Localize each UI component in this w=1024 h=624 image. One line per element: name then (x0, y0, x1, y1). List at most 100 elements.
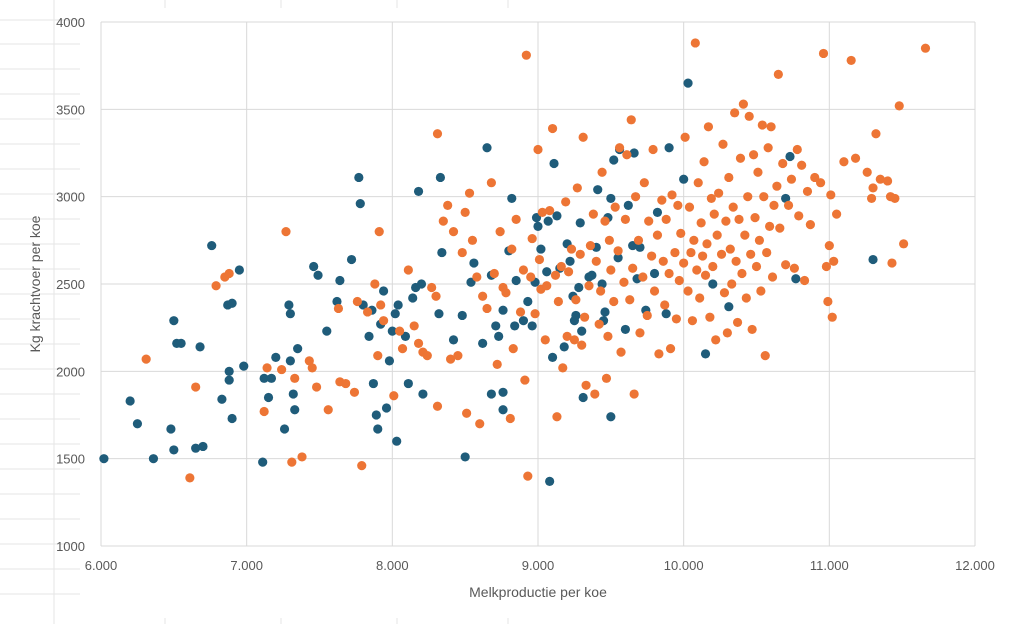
data-point (633, 235, 644, 245)
data-point (585, 240, 596, 251)
data-point (613, 246, 623, 256)
data-point (511, 275, 521, 286)
data-point (520, 375, 530, 385)
data-point (207, 240, 217, 251)
data-point (699, 157, 709, 167)
data-point (384, 356, 395, 366)
data-point (649, 286, 660, 296)
data-point (751, 261, 762, 272)
data-point (692, 265, 702, 275)
data-point (453, 351, 463, 361)
data-point (169, 445, 179, 455)
data-point (737, 268, 747, 279)
x-tick-label: 11.000 (810, 558, 849, 573)
data-point (732, 317, 743, 328)
data-point (341, 378, 351, 389)
data-point (638, 272, 648, 282)
data-point (501, 288, 511, 298)
data-point (601, 373, 612, 383)
data-point (575, 249, 585, 259)
data-point (846, 55, 856, 66)
data-point (574, 282, 584, 293)
data-point (597, 279, 607, 289)
data-point (511, 214, 521, 224)
data-point (673, 200, 683, 210)
data-point (789, 263, 799, 273)
data-point (332, 296, 342, 307)
data-point (364, 331, 374, 341)
data-point (515, 307, 526, 317)
data-point (408, 293, 418, 303)
data-point (765, 221, 775, 231)
data-point (448, 227, 459, 237)
data-point (767, 272, 778, 282)
data-point (596, 286, 606, 296)
data-points (99, 38, 931, 486)
data-point (99, 454, 109, 464)
data-point (687, 316, 698, 326)
data-point (482, 143, 492, 153)
data-point (760, 351, 770, 361)
data-point (571, 310, 581, 321)
data-point (702, 239, 712, 249)
data-point (569, 335, 580, 345)
data-point (578, 392, 588, 403)
data-point (695, 293, 705, 303)
data-point (799, 275, 810, 286)
data-point (368, 378, 378, 389)
data-point (670, 247, 680, 258)
data-point (698, 251, 708, 261)
data-point (735, 153, 746, 163)
data-point (467, 235, 478, 245)
data-point (409, 321, 419, 331)
data-point (616, 347, 626, 357)
data-point (660, 300, 670, 310)
data-point (376, 300, 386, 310)
data-point (169, 316, 179, 326)
data-point (498, 387, 508, 397)
x-axis-tick-labels: 6.000 7.000 8.000 9.000 10.000 11.000 12.000 (85, 558, 995, 573)
data-point (443, 200, 453, 210)
data-point (176, 338, 186, 348)
data-point (521, 50, 531, 60)
data-point (259, 406, 269, 417)
data-point (217, 394, 227, 404)
data-point (239, 361, 249, 371)
data-point (722, 328, 732, 338)
data-point (523, 296, 533, 307)
data-point (683, 78, 693, 88)
data-point (674, 275, 684, 286)
data-point (794, 211, 804, 221)
data-point (227, 298, 237, 308)
data-point (478, 291, 488, 301)
data-point (724, 172, 734, 183)
data-point (619, 277, 629, 287)
data-point (413, 338, 424, 348)
data-point (769, 200, 779, 210)
data-point (875, 174, 885, 184)
data-point (700, 349, 711, 359)
data-point (684, 202, 695, 212)
data-point (635, 242, 645, 252)
data-point (703, 122, 714, 132)
data-point (234, 265, 244, 275)
data-point (527, 321, 537, 331)
data-point (378, 316, 389, 326)
data-point (508, 344, 518, 354)
data-point (482, 303, 492, 314)
data-point (486, 178, 496, 188)
data-point (277, 364, 287, 375)
x-tick-label: 12.000 (955, 558, 995, 573)
data-point (577, 326, 587, 336)
data-point (552, 412, 562, 422)
data-point (571, 295, 581, 305)
data-point (657, 195, 667, 205)
data-point (689, 235, 699, 245)
data-point (676, 228, 686, 238)
data-point (191, 443, 201, 453)
data-point (558, 363, 568, 373)
data-point (597, 167, 607, 177)
data-point (566, 244, 577, 254)
data-point (725, 244, 735, 254)
data-point (542, 281, 552, 291)
